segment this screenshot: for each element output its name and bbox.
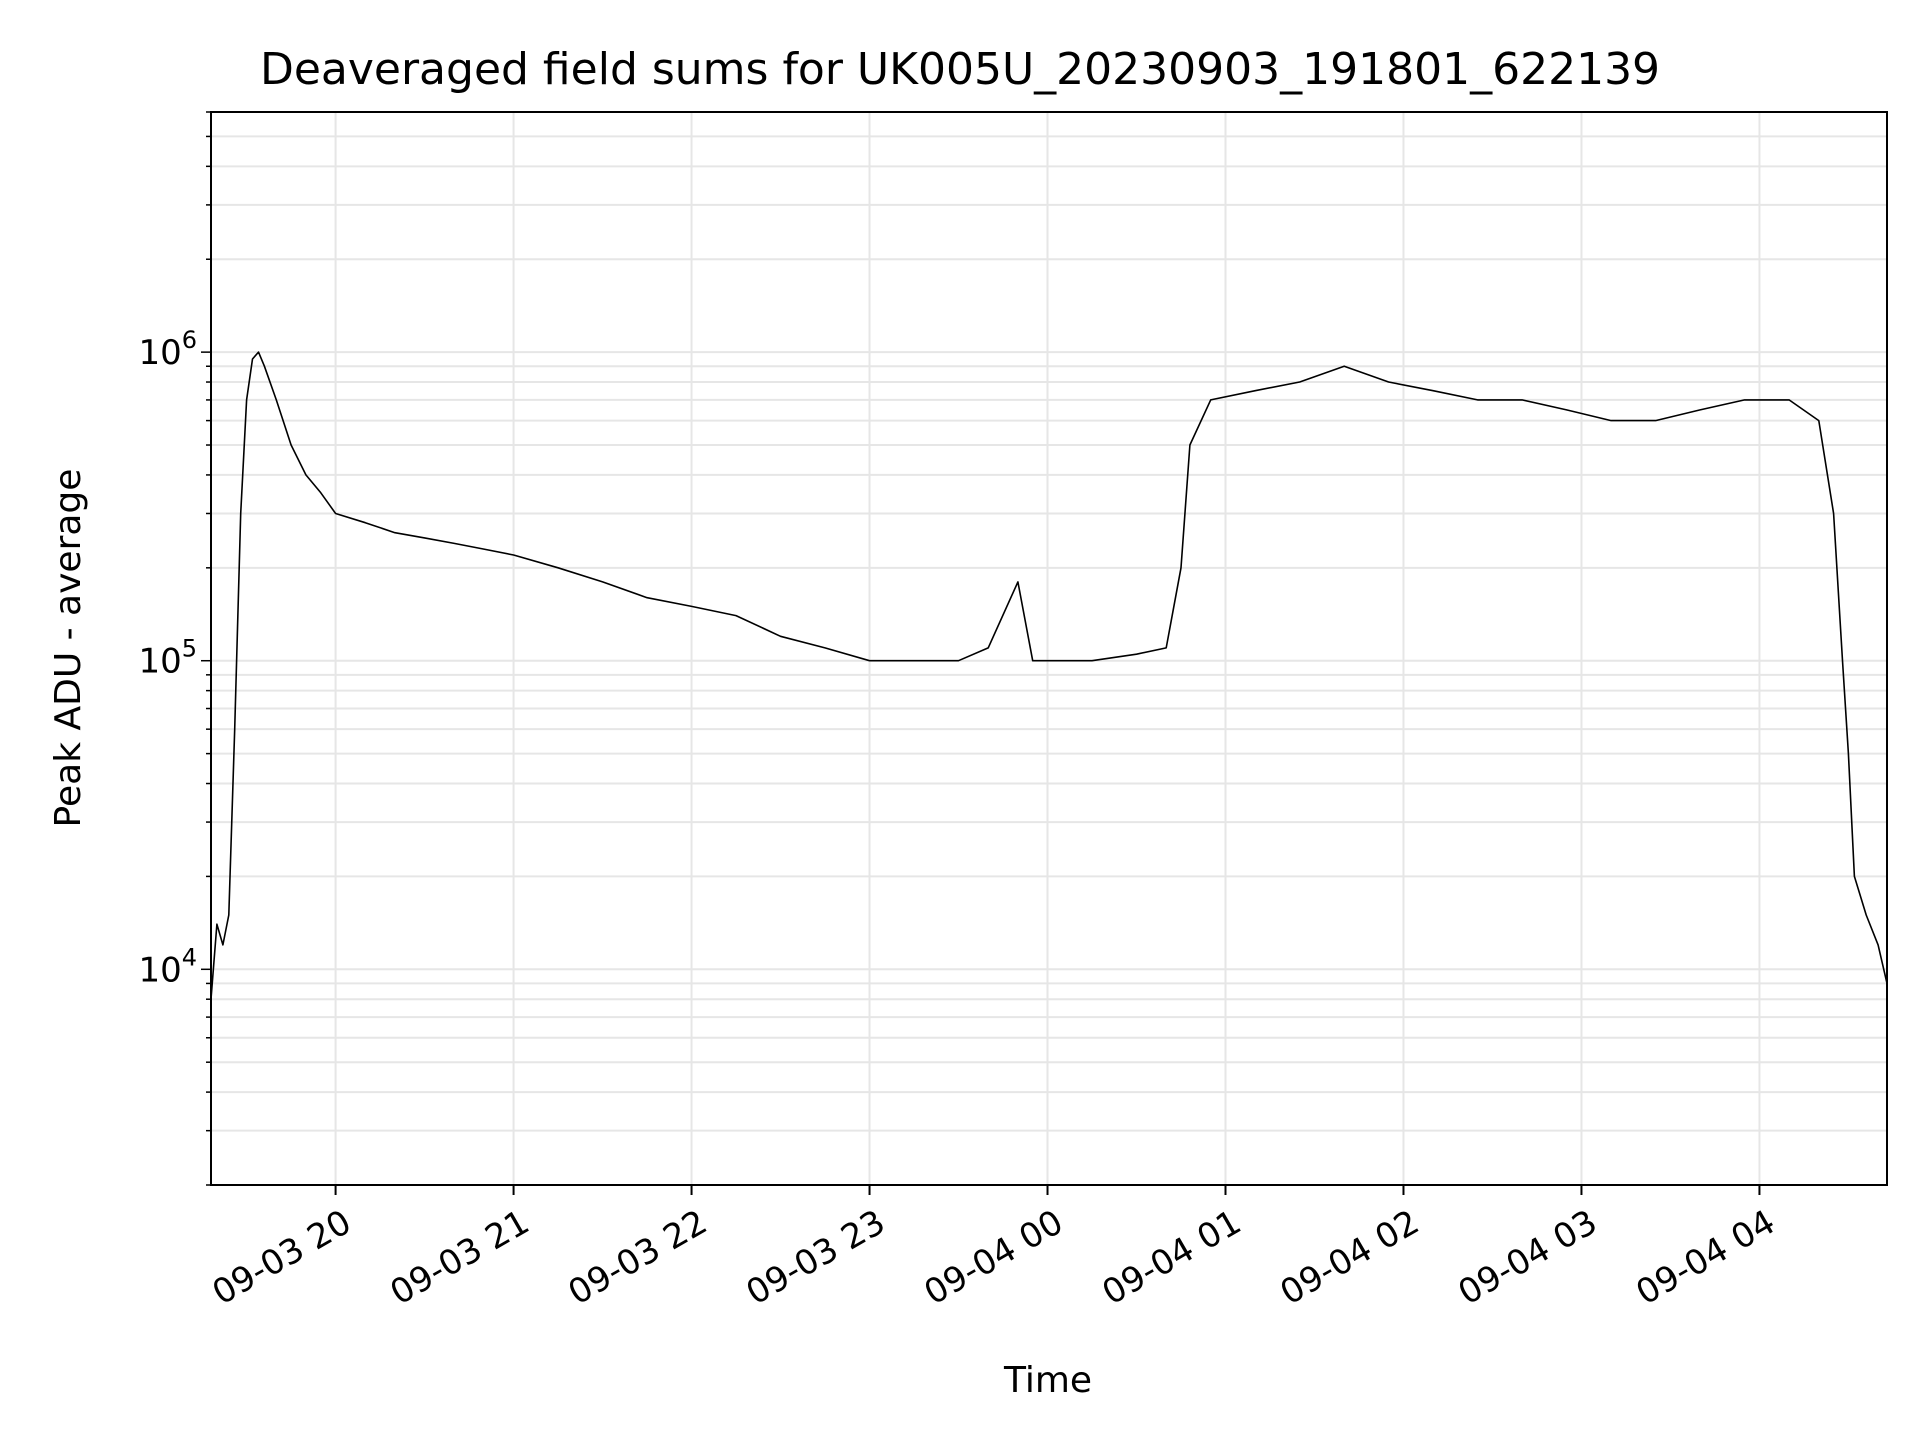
series-layer bbox=[210, 351, 1888, 1000]
series-line bbox=[210, 351, 1888, 1000]
y-axis-label: Peak ADU - average bbox=[48, 469, 89, 828]
plot-frame bbox=[210, 111, 1888, 1186]
chart-title: Deaveraged field sums for UK005U_2023090… bbox=[260, 44, 1660, 95]
y-axis: 104 105 106 bbox=[138, 111, 211, 1186]
y-tick-label: 106 bbox=[138, 326, 197, 373]
x-axis-label: Time bbox=[1003, 1360, 1092, 1401]
y-tick-label: 104 bbox=[138, 943, 197, 990]
y-tick-label: 105 bbox=[138, 635, 197, 682]
